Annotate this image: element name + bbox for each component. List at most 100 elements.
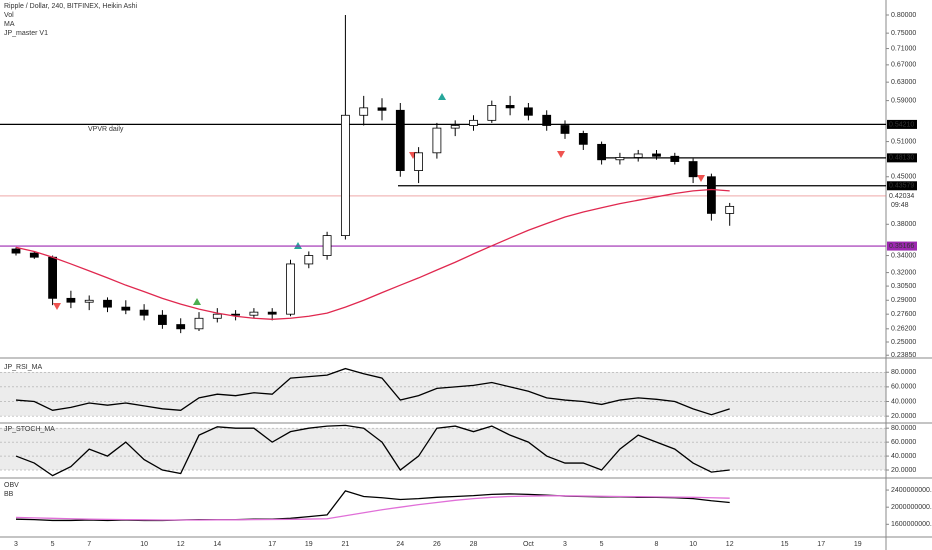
x-tick-label: 5	[600, 541, 604, 548]
candle-body	[212, 313, 222, 319]
stoch-band	[0, 428, 886, 470]
y-tick-label: 80.0000	[891, 425, 916, 432]
y-tick-label: 0.26200	[891, 326, 916, 333]
x-tick-label: 19	[854, 541, 862, 548]
y-tick-label: 0.63000	[891, 79, 916, 86]
candle-body	[66, 297, 76, 303]
candle-body	[688, 161, 698, 178]
y-tick-label: 2000000000.0000	[891, 504, 932, 511]
candle-body	[29, 252, 39, 258]
candle-body	[11, 248, 21, 254]
candle-body	[395, 109, 405, 171]
x-tick-label: 5	[51, 541, 55, 548]
candle-body	[121, 306, 131, 311]
series-line	[15, 495, 730, 521]
sell-signal	[557, 151, 565, 158]
y-tick-label: 0.34000	[891, 252, 916, 259]
legend-label: BB	[4, 491, 14, 498]
y-tick-label: 0.25000	[891, 339, 916, 346]
candle-body	[286, 263, 295, 315]
level-label: 0.35166	[889, 243, 914, 250]
y-tick-label: 0.38000	[891, 221, 916, 228]
panel-title: JP_STOCH_MA	[4, 426, 55, 433]
x-tick-label: 14	[213, 541, 221, 548]
candle-body	[249, 311, 259, 316]
series-line	[15, 188, 730, 320]
candle-body	[542, 114, 552, 126]
x-tick-label: 17	[268, 541, 276, 548]
x-tick-label: 12	[726, 541, 734, 548]
candle-body	[707, 176, 716, 214]
candle-body	[670, 155, 680, 162]
y-tick-label: 0.23850	[891, 352, 916, 359]
series-line	[15, 367, 730, 416]
y-tick-label: 0.45000	[891, 174, 916, 181]
candle-body	[524, 107, 533, 116]
candle-body	[578, 133, 588, 145]
y-tick-label: 0.32000	[891, 269, 916, 276]
level-tag	[887, 153, 917, 163]
x-tick-label: 19	[305, 541, 313, 548]
buy-signal	[193, 298, 201, 305]
candle-body	[340, 114, 350, 237]
candle-body	[194, 317, 204, 330]
x-tick-label: 17	[817, 541, 825, 548]
y-tick-label: 20.0000	[891, 467, 916, 474]
candle-body	[267, 311, 277, 315]
x-tick-label: 12	[177, 541, 185, 548]
y-tick-label: 20.0000	[891, 413, 916, 420]
legend-label: OBV	[4, 482, 19, 489]
x-tick-label: 28	[470, 541, 478, 548]
x-tick-label: 3	[14, 541, 18, 548]
y-tick-label: 0.75000	[891, 30, 916, 37]
candle-body	[725, 205, 735, 214]
candle-body	[157, 314, 167, 325]
countdown: 09:48	[891, 202, 909, 209]
y-tick-label: 0.71000	[891, 45, 916, 52]
x-tick-label: 26	[433, 541, 441, 548]
x-tick-label: Oct	[523, 541, 534, 548]
y-tick-label: 60.0000	[891, 439, 916, 446]
candle-body	[633, 153, 643, 158]
annotation: VPVR daily	[88, 126, 124, 133]
y-tick-label: 0.59000	[891, 97, 916, 104]
candle-body	[48, 256, 57, 299]
x-tick-label: 24	[396, 541, 404, 548]
study-label: JP_master V1	[4, 30, 48, 37]
x-tick-label: 7	[87, 541, 91, 548]
y-tick-label: 40.0000	[891, 398, 916, 405]
candle-body	[359, 107, 369, 116]
y-tick-label: 80.0000	[891, 369, 916, 376]
candle-body	[176, 324, 186, 330]
candle-body	[615, 157, 625, 161]
candle-body	[139, 309, 149, 316]
candle-body	[231, 313, 241, 316]
y-tick-label: 0.51000	[891, 138, 916, 145]
series-line	[15, 424, 730, 477]
candle-body	[450, 125, 460, 129]
sell-signal	[53, 303, 61, 310]
candle-body	[560, 125, 570, 134]
rsi-band	[0, 372, 886, 416]
level-label: 0.42034	[889, 193, 914, 200]
level-tag	[887, 119, 917, 129]
candle-body	[103, 299, 112, 308]
candle-body	[487, 105, 497, 121]
y-tick-label: 0.30500	[891, 283, 916, 290]
y-tick-label: 0.67000	[891, 62, 916, 69]
level-tag	[887, 181, 917, 191]
symbol-title: Ripple / Dollar, 240, BITFINEX, Heikin A…	[4, 3, 137, 10]
y-tick-label: 0.29000	[891, 297, 916, 304]
x-tick-label: 3	[563, 541, 567, 548]
level-label: 0.43579	[889, 183, 914, 190]
candle-body	[652, 153, 661, 157]
level-label: 0.54210	[889, 121, 914, 128]
y-tick-label: 1600000000.0000	[891, 521, 932, 528]
y-tick-label: 60.0000	[891, 384, 916, 391]
buy-signal	[438, 93, 446, 100]
candle-body	[377, 107, 387, 111]
x-tick-label: 15	[781, 541, 789, 548]
candle-body	[84, 299, 94, 303]
level-tag	[887, 241, 917, 251]
